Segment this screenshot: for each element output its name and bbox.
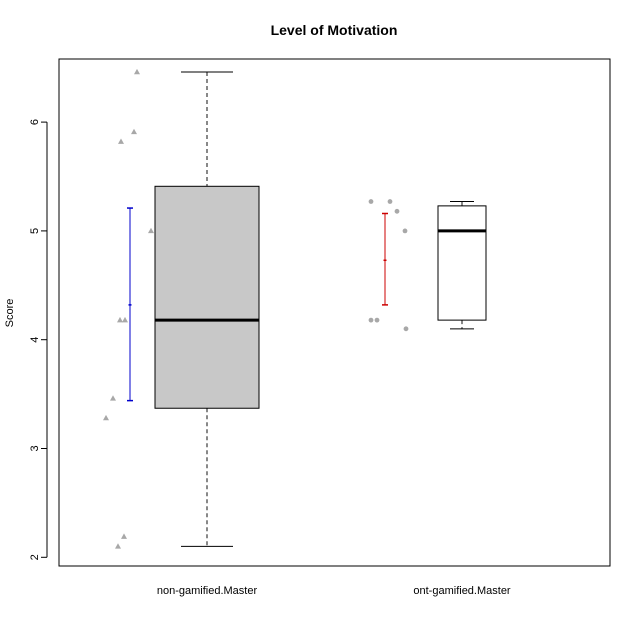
data-point	[110, 395, 116, 401]
box-group	[368, 199, 487, 332]
data-point	[402, 228, 408, 234]
data-point	[117, 316, 123, 323]
y-tick-label: 3	[29, 445, 41, 451]
data-point	[387, 199, 393, 204]
data-point	[103, 414, 109, 421]
data-point	[394, 208, 400, 214]
x-tick-label: non-gamified.Master	[157, 585, 258, 597]
plot-frame	[58, 58, 611, 567]
y-tick-label: 5	[29, 228, 41, 234]
data-point	[134, 68, 140, 75]
data-point	[122, 316, 128, 323]
data-point	[131, 128, 137, 135]
y-axis: 2 3 4 5 6	[29, 119, 48, 560]
chart-marks	[103, 68, 487, 549]
box-iqr	[154, 185, 260, 409]
data-point	[368, 199, 374, 204]
x-tick-label: ont-gamified.Master	[413, 585, 511, 597]
box-group	[103, 68, 260, 549]
box-iqr	[437, 205, 487, 321]
data-point	[148, 227, 154, 234]
data-point	[118, 138, 124, 144]
data-point	[121, 533, 127, 539]
x-axis: non-gamified.Master ont-gamified.Master	[157, 585, 511, 597]
y-tick-label: 6	[29, 119, 41, 125]
data-point	[115, 543, 121, 549]
y-tick-label: 2	[29, 554, 41, 560]
y-tick-label: 4	[29, 337, 41, 343]
data-point	[374, 317, 380, 323]
chart-title: Level of Motivation	[271, 22, 398, 38]
y-axis-label: Score	[4, 299, 16, 328]
data-point	[403, 326, 409, 332]
data-point	[368, 317, 374, 323]
